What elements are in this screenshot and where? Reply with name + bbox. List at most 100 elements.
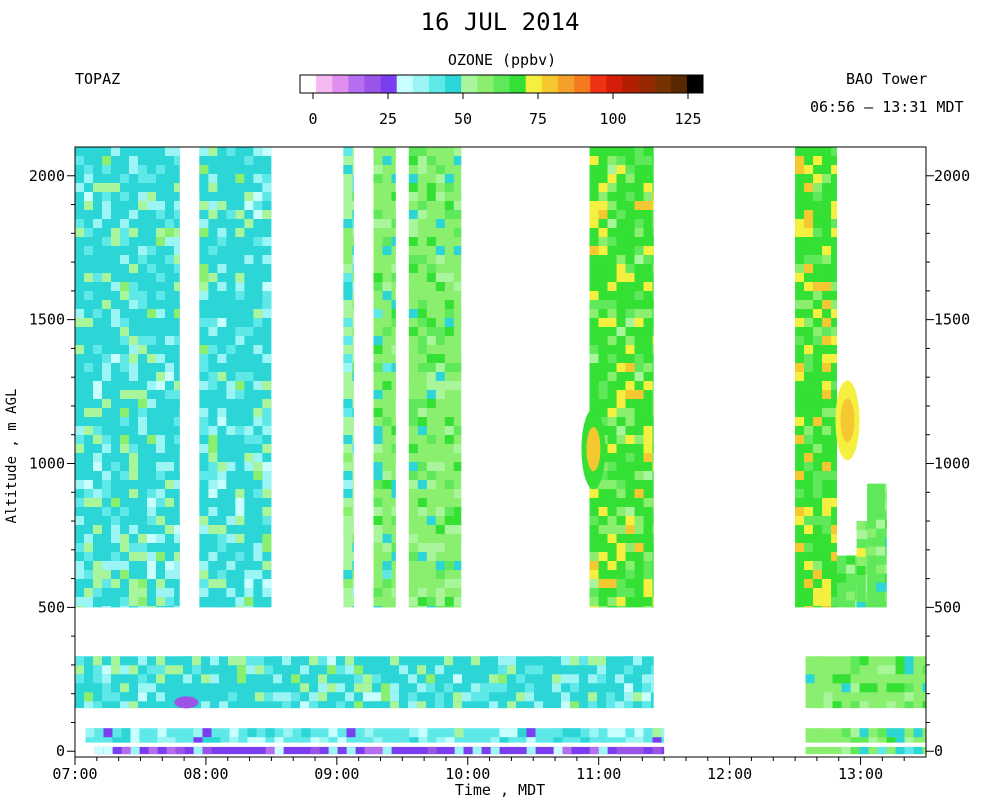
- bao-block-cell: [390, 701, 399, 709]
- topaz-block-cell: [426, 471, 436, 480]
- topaz-block-cell: [426, 399, 436, 408]
- x-tick-label: 09:00: [314, 765, 359, 783]
- bao-block-cell: [859, 746, 869, 755]
- bao-block-cell: [508, 728, 518, 738]
- topaz-block-cell: [417, 165, 427, 174]
- bao-block-cell: [895, 656, 905, 666]
- topaz-block-cell: [102, 183, 111, 192]
- topaz-block-cell: [93, 381, 102, 390]
- topaz-block-cell: [607, 399, 617, 408]
- bao-block-cell: [886, 737, 896, 743]
- topaz-block-cell: [607, 525, 617, 534]
- topaz-block-cell: [174, 183, 180, 192]
- topaz-block-cell: [129, 543, 138, 552]
- topaz-block-cell: [235, 489, 245, 498]
- topaz-block-cell: [199, 516, 209, 525]
- bao-block-cell: [570, 656, 579, 666]
- topaz-block-cell: [75, 480, 84, 489]
- topaz-block-cell: [174, 210, 180, 219]
- topaz-block-cell: [199, 579, 209, 588]
- topaz-block-cell: [453, 453, 462, 462]
- topaz-block-cell: [75, 291, 84, 300]
- topaz-block-cell: [382, 282, 392, 291]
- topaz-block-cell: [426, 282, 436, 291]
- topaz-block-cell: [408, 552, 418, 561]
- topaz-block-cell: [382, 327, 392, 336]
- topaz-block: [867, 483, 887, 608]
- bao-block-cell: [642, 683, 651, 693]
- topaz-block-cell: [102, 156, 111, 165]
- topaz-block-cell: [373, 201, 383, 210]
- bao-block-cell: [327, 692, 336, 702]
- topaz-block-cell: [435, 390, 445, 399]
- topaz-block-cell: [253, 462, 263, 471]
- topaz-block-cell: [634, 255, 644, 264]
- bao-block-cell: [904, 683, 914, 693]
- bao-block-cell: [201, 701, 210, 709]
- topaz-block-cell: [643, 183, 653, 192]
- bao-block-cell: [453, 692, 462, 702]
- topaz-block-cell: [129, 165, 138, 174]
- topaz-block: [836, 555, 857, 608]
- bao-block-cell: [336, 692, 345, 702]
- topaz-block-cell: [343, 273, 353, 282]
- bao-block-cell: [418, 728, 428, 738]
- topaz-block-cell: [156, 480, 165, 489]
- topaz-block-cell: [226, 426, 236, 435]
- topaz-block-cell: [382, 417, 392, 426]
- topaz-block-cell: [795, 336, 805, 345]
- topaz-block-cell: [199, 408, 209, 417]
- topaz-block-cell: [435, 381, 445, 390]
- topaz-block-cell: [262, 516, 272, 525]
- topaz-block-cell: [165, 363, 174, 372]
- bao-block-cell: [463, 746, 473, 755]
- topaz-block-cell: [813, 228, 823, 237]
- topaz-block-cell: [129, 597, 138, 606]
- topaz-block: [589, 147, 654, 608]
- topaz-block-cell: [444, 417, 454, 426]
- topaz-block-cell: [382, 534, 392, 543]
- bao-block-cell: [805, 674, 815, 684]
- bao-block-cell: [264, 665, 273, 675]
- topaz-block-cell: [822, 381, 832, 390]
- topaz-block-cell: [625, 237, 635, 246]
- topaz-block-cell: [253, 435, 263, 444]
- topaz-block-cell: [804, 282, 814, 291]
- bao-block-cell: [841, 683, 851, 693]
- topaz-block-cell: [343, 228, 353, 237]
- bao-block-cell: [507, 656, 516, 666]
- topaz-block-cell: [831, 264, 837, 273]
- bao-block-cell: [399, 674, 408, 684]
- topaz-block-cell: [129, 606, 138, 608]
- topaz-block-cell: [408, 534, 418, 543]
- topaz-block-cell: [373, 417, 383, 426]
- topaz-block-cell: [435, 255, 445, 264]
- topaz-block-cell: [417, 210, 427, 219]
- topaz-block-cell: [147, 507, 156, 516]
- topaz-block-cell: [208, 183, 218, 192]
- topaz-block-cell: [822, 174, 832, 183]
- topaz-block-cell: [217, 372, 227, 381]
- topaz-block-cell: [426, 435, 436, 444]
- topaz-block-cell: [199, 489, 209, 498]
- bao-block-cell: [103, 746, 113, 755]
- topaz-block-cell: [129, 291, 138, 300]
- topaz-block-cell: [93, 426, 102, 435]
- topaz-block-cell: [226, 570, 236, 579]
- bao-block-cell: [93, 683, 102, 693]
- topaz-block-cell: [138, 570, 147, 579]
- topaz-block-cell: [652, 192, 654, 201]
- topaz-block-cell: [643, 435, 653, 444]
- bao-block-cell: [624, 656, 633, 666]
- bao-block-cell: [597, 701, 606, 709]
- topaz-block-cell: [147, 534, 156, 543]
- bao-block-cell: [372, 683, 381, 693]
- topaz-block-cell: [634, 444, 644, 453]
- topaz-block-cell: [253, 552, 263, 561]
- bao-block-cell: [516, 674, 525, 684]
- topaz-block-cell: [199, 210, 209, 219]
- topaz-block-cell: [634, 435, 644, 444]
- topaz-block-cell: [226, 174, 236, 183]
- topaz-block-cell: [836, 573, 846, 583]
